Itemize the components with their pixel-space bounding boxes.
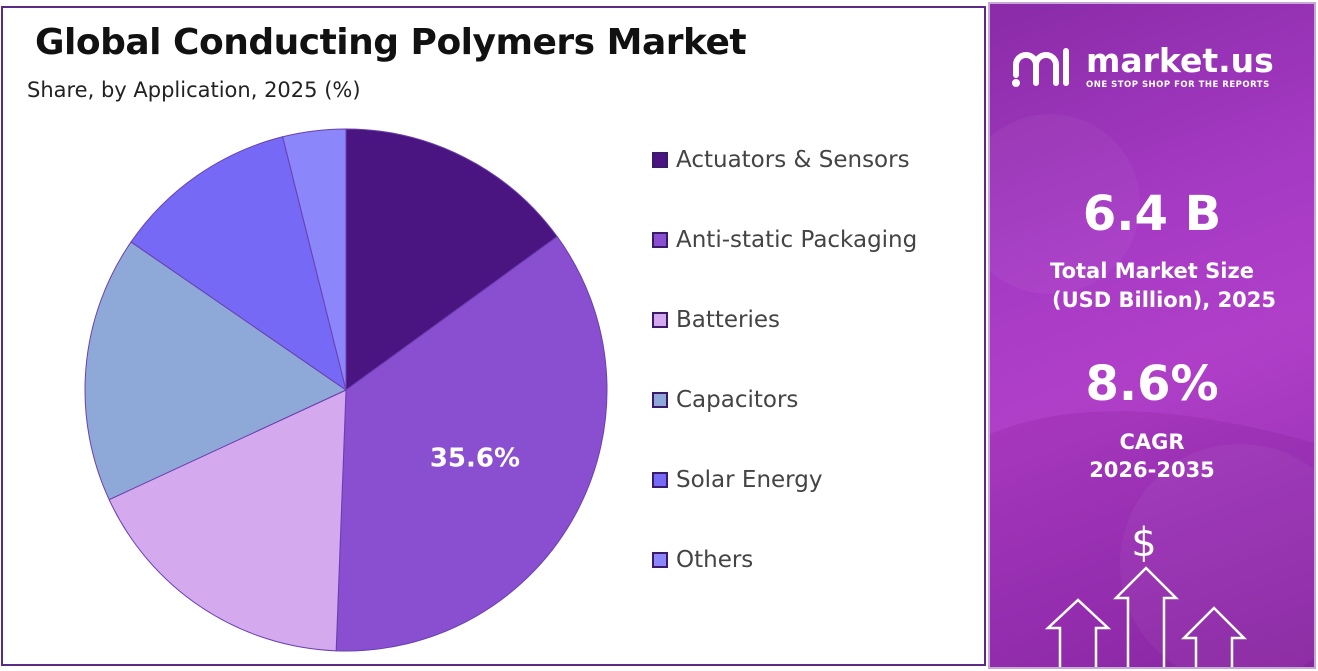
brand-tagline: ONE STOP SHOP FOR THE REPORTS — [1086, 80, 1270, 90]
dollar-icon: $ — [1131, 520, 1157, 566]
legend-label: Solar Energy — [676, 467, 823, 493]
pie-slice-capacitors — [84, 241, 348, 501]
pie-slice-anti-static-packaging — [335, 235, 608, 652]
chart-title: Global Conducting Polymers Market — [35, 22, 747, 63]
market-size-label-line1: Total Market Size — [1050, 259, 1254, 283]
pie-chart: 35.6% — [84, 128, 608, 652]
background-decoration — [990, 114, 1314, 667]
legend-swatch — [652, 472, 668, 488]
cagr-value: 8.6% — [1085, 356, 1219, 412]
brand-name: market.us — [1086, 41, 1274, 80]
legend-swatch — [652, 152, 668, 168]
legend-item-capacitors: Capacitors — [652, 378, 798, 422]
legend-item-actuators-sensors: Actuators & Sensors — [652, 138, 910, 182]
legend-label: Capacitors — [676, 387, 799, 413]
legend-label: Others — [676, 547, 754, 573]
legend-label: Batteries — [676, 307, 781, 333]
pie-data-label: 35.6% — [430, 443, 520, 473]
cagr-label-line1: CAGR — [1119, 430, 1185, 454]
chart-subtitle: Share, by Application, 2025 (%) — [27, 78, 361, 102]
market-size-label-line2: (USD Billion), 2025 — [1051, 288, 1277, 312]
cagr-label-line2: 2026-2035 — [1089, 458, 1215, 482]
legend-label: Anti-static Packaging — [676, 227, 918, 253]
pie-slice-batteries — [108, 389, 347, 652]
legend-item-solar-energy: Solar Energy — [652, 458, 822, 502]
pie-slice-actuators-sensors — [345, 128, 558, 391]
pie-slice-solar-energy — [130, 136, 347, 392]
legend-item-batteries: Batteries — [652, 298, 780, 342]
legend-label: Actuators & Sensors — [676, 147, 910, 173]
summary-panel: market.us ONE STOP SHOP FOR THE REPORTS … — [988, 2, 1316, 669]
growth-arrows-icon — [1044, 566, 1248, 667]
market-us-logo-icon — [1012, 48, 1069, 87]
brand: market.us ONE STOP SHOP FOR THE REPORTS — [1010, 44, 1274, 90]
legend-swatch — [652, 392, 668, 408]
legend-item-others: Others — [652, 538, 753, 582]
legend-swatch — [652, 312, 668, 328]
legend-swatch — [652, 552, 668, 568]
market-size-value: 6.4 B — [1082, 186, 1222, 242]
pie-slices — [84, 128, 608, 652]
pie-slice-others — [282, 128, 347, 391]
legend-swatch — [652, 232, 668, 248]
legend-item-anti-static-packaging: Anti-static Packaging — [652, 218, 917, 262]
pie-data-labels: 35.6% — [430, 443, 520, 473]
